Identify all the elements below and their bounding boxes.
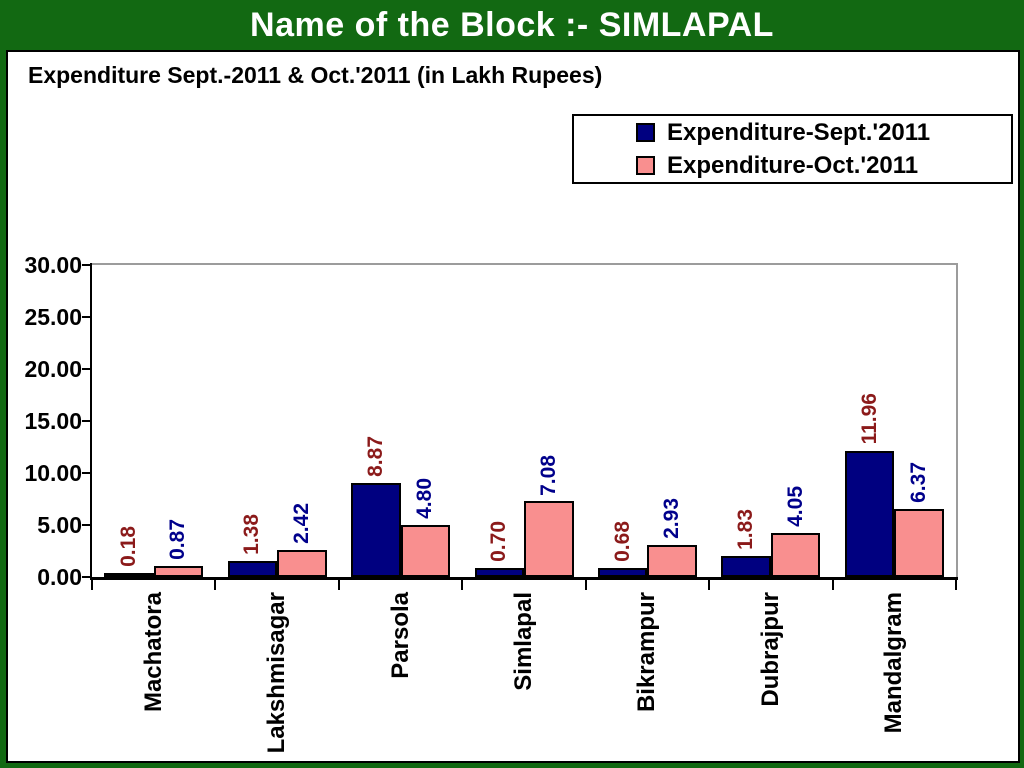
chart-panel: Expenditure Sept.-2011 & Oct.'2011 (in L…: [6, 50, 1020, 763]
bar-oct-bikrampur: [647, 544, 697, 577]
x-tick-mark: [214, 577, 217, 590]
bar-oct-parsola: [400, 525, 451, 577]
category-label-machatora: Machatora: [139, 592, 167, 713]
y-tick-label: 25.00: [24, 303, 82, 330]
legend-marker-sept-icon: [636, 123, 655, 142]
value-label: 2.42: [289, 502, 313, 544]
value-label: 0.70: [487, 520, 511, 562]
y-tick-mark: [82, 316, 90, 318]
y-tick-label: 10.00: [24, 459, 82, 486]
value-label: 8.87: [363, 435, 387, 477]
bar-sept-lakshmisagar: [227, 560, 278, 577]
bar-sept-bikrampur: [597, 567, 648, 577]
legend-label-sept: Expenditure-Sept.'2011: [667, 118, 931, 146]
y-tick-label: 5.00: [37, 511, 82, 538]
y-axis-line: [90, 263, 92, 579]
value-label: 4.80: [413, 478, 437, 520]
category-label-bikrampur: Bikrampur: [633, 592, 661, 713]
legend-item-oct: Expenditure-Oct.'2011: [636, 152, 1011, 180]
x-tick-mark: [461, 577, 464, 590]
bar-oct-mandalgram: [894, 508, 944, 577]
category-label-dubrajpur: Dubrajpur: [756, 592, 784, 707]
bar-oct-lakshmisagar: [277, 549, 327, 577]
y-tick-label: 0.00: [37, 563, 82, 590]
category-label-lakshmisagar: Lakshmisagar: [263, 592, 291, 754]
slide-header-title: Name of the Block :- SIMLAPAL: [250, 5, 774, 44]
x-tick-mark: [708, 577, 711, 590]
chart-legend: Expenditure-Sept.'2011 Expenditure-Oct.'…: [572, 114, 1013, 184]
bar-sept-dubrajpur: [721, 555, 771, 577]
y-tick-label: 15.00: [24, 407, 82, 434]
value-label: 0.18: [116, 526, 140, 568]
y-tick-mark: [82, 368, 90, 370]
y-tick-mark: [82, 472, 90, 474]
y-tick-mark: [82, 420, 90, 422]
y-tick-mark: [82, 576, 90, 578]
x-tick-mark: [831, 577, 834, 590]
legend-label-oct: Expenditure-Oct.'2011: [667, 151, 919, 179]
value-label: 0.87: [166, 519, 190, 560]
bar-sept-simlapal: [474, 567, 524, 577]
category-label-mandalgram: Mandalgram: [880, 592, 908, 734]
y-tick-mark: [82, 264, 90, 266]
bar-sept-mandalgram: [844, 450, 895, 577]
value-label: 0.68: [610, 521, 634, 562]
bar-oct-dubrajpur: [770, 532, 821, 577]
bar-sept-machatora: [104, 573, 154, 577]
x-tick-mark: [91, 577, 93, 590]
value-label: 1.83: [734, 509, 758, 550]
value-label: 4.05: [783, 486, 807, 527]
category-label-parsola: Parsola: [386, 592, 414, 679]
y-tick-label: 30.00: [24, 251, 82, 278]
x-tick-mark: [584, 577, 587, 590]
plot-border-right: [956, 263, 958, 579]
value-label: 6.37: [907, 461, 931, 503]
value-label: 7.08: [536, 454, 560, 496]
value-label: 11.96: [857, 393, 881, 445]
y-tick-mark: [82, 524, 90, 526]
value-label: 1.38: [240, 513, 264, 555]
bar-oct-machatora: [153, 565, 204, 577]
slide-header: Name of the Block :- SIMLAPAL: [0, 0, 1024, 50]
plot-area: 0.18 0.87 1.38 2.42 8.87 4.80 0.70 7.08 0.68 2.93…: [92, 265, 956, 577]
plot-border-top: [92, 263, 958, 265]
chart-title: Expenditure Sept.-2011 & Oct.'2011 (in L…: [28, 62, 603, 88]
x-axis-line: [90, 577, 958, 580]
y-tick-label: 20.00: [24, 355, 82, 382]
x-tick-mark: [337, 577, 340, 590]
legend-item-sept: Expenditure-Sept.'2011: [636, 119, 1011, 147]
bar-oct-simlapal: [524, 501, 574, 577]
category-label-simlapal: Simlapal: [510, 592, 537, 691]
legend-marker-oct-icon: [636, 156, 655, 175]
x-tick-mark: [955, 577, 957, 590]
value-label: 2.93: [660, 497, 684, 539]
bar-sept-parsola: [351, 482, 401, 577]
